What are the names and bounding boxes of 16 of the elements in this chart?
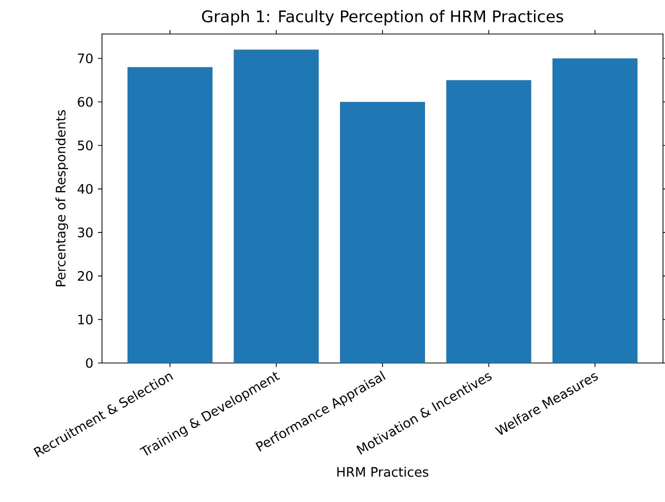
chart-title: Graph 1: Faculty Perception of HRM Practices xyxy=(202,10,564,26)
y-tick-label: 10 xyxy=(78,314,93,324)
bar xyxy=(552,58,638,363)
x-axis-title: HRM Practices xyxy=(337,466,428,477)
y-tick-label: 0 xyxy=(86,358,93,368)
bar xyxy=(128,67,212,363)
y-tick-label: 40 xyxy=(78,184,93,194)
y-tick-label: 60 xyxy=(78,96,93,107)
y-tick-label: 20 xyxy=(78,271,93,281)
bar xyxy=(234,50,319,363)
y-tick-label: 30 xyxy=(78,228,93,238)
y-tick-label: 70 xyxy=(78,53,93,64)
y-axis-title: Percentage of Respondents xyxy=(55,110,68,286)
bar xyxy=(446,80,532,363)
y-tick-label: 50 xyxy=(78,140,93,150)
bar xyxy=(340,102,426,363)
